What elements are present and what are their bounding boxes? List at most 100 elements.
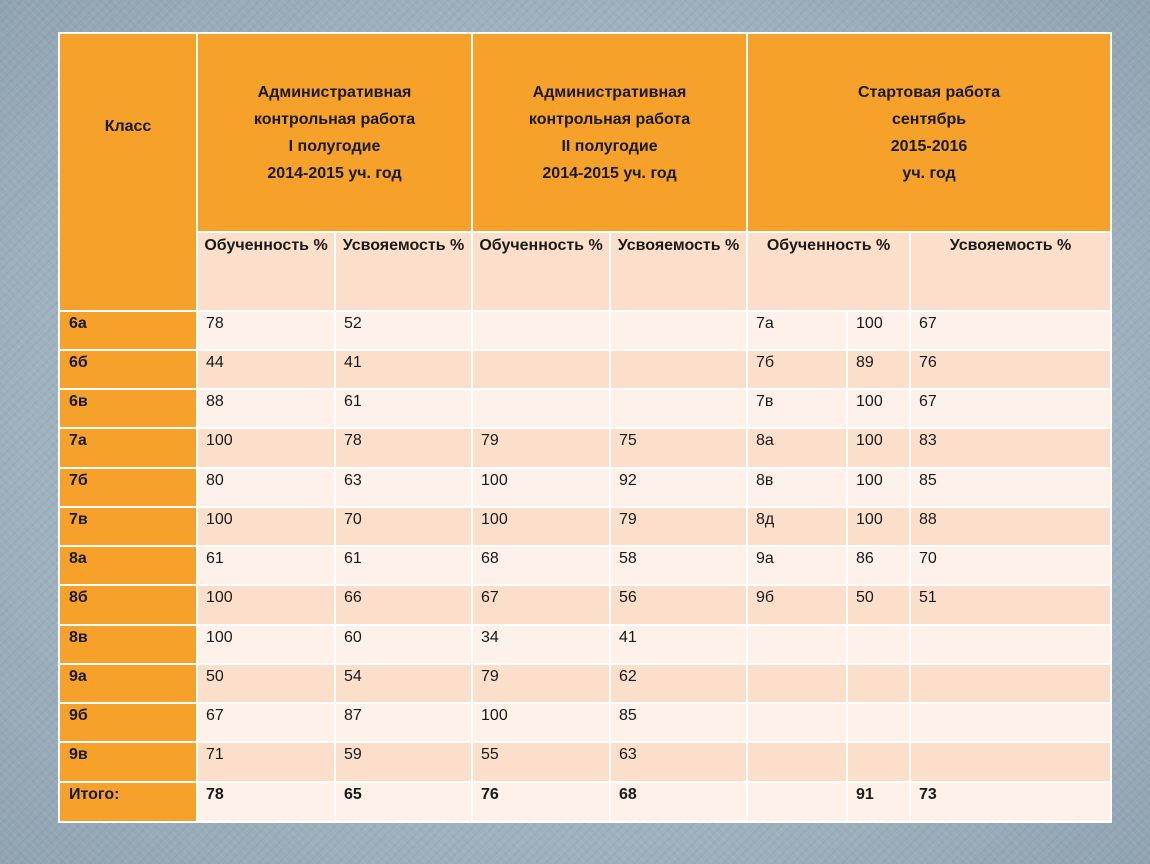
start-usvoyaemost-cell: 51: [909, 584, 1113, 626]
total-g1-obuchennost: 78: [196, 780, 336, 824]
start-obuchennost-cell: 89: [846, 348, 912, 391]
start-usvoyaemost-cell: 70: [909, 545, 1113, 587]
class-cell: 7а: [58, 427, 198, 469]
g1-usvoyaemost-cell: 87: [333, 702, 474, 744]
g1-usvoyaemost-cell: 63: [333, 466, 474, 508]
g1-usvoyaemost-cell: 59: [333, 741, 474, 783]
start-obuchennost-cell: 86: [846, 545, 912, 587]
table-row: 6б 44 41 7б 89 76: [58, 348, 1113, 391]
start-obuchennost-cell: 100: [846, 309, 912, 351]
start-obuchennost-cell: 100: [846, 388, 912, 430]
g1-obuchennost-cell: 88: [196, 388, 336, 430]
g1-usvoyaemost-cell: 41: [333, 348, 474, 391]
total-g2-usvoyaemost: 68: [609, 780, 749, 824]
table-row: 7а 100 78 79 75 8а 100 83: [58, 427, 1113, 469]
g1-usvoyaemost-cell: 70: [333, 505, 474, 548]
g1-obuchennost-cell: 67: [196, 702, 336, 744]
g1-obuchennost-cell: 61: [196, 545, 336, 587]
class-cell: 9б: [58, 702, 198, 744]
total-start-usvoyaemost: 73: [909, 780, 1113, 824]
class-cell: 6а: [58, 309, 198, 351]
g2-usvoyaemost-cell: 75: [609, 427, 749, 469]
class-cell: 8в: [58, 623, 198, 665]
g1-obuchennost-header: Обученность %: [196, 231, 336, 312]
group2-header: Административная контрольная работа II п…: [471, 31, 749, 234]
table-row: 8в 100 60 34 41: [58, 623, 1113, 665]
g1-obuchennost-cell: 100: [196, 505, 336, 548]
start-class-cell: 9а: [746, 545, 849, 587]
start-class-cell: [746, 702, 849, 744]
start-obuchennost-cell: 100: [846, 466, 912, 508]
g2-obuchennost-cell: 79: [471, 662, 612, 705]
start-usvoyaemost-cell: [909, 702, 1113, 744]
g1-usvoyaemost-cell: 54: [333, 662, 474, 705]
g2-obuchennost-cell: 100: [471, 466, 612, 508]
table-row: 9а 50 54 79 62: [58, 662, 1113, 705]
start-obuchennost-cell: 50: [846, 584, 912, 626]
class-cell: 8б: [58, 584, 198, 626]
g1-obuchennost-cell: 100: [196, 427, 336, 469]
start-usvoyaemost-cell: 88: [909, 505, 1113, 548]
table-row: 7в 100 70 100 79 8д 100 88: [58, 505, 1113, 548]
total-label: Итого:: [58, 780, 198, 824]
start-usvoyaemost-cell: [909, 623, 1113, 665]
total-start-obuchennost: 91: [846, 780, 912, 824]
class-header: Класс: [58, 32, 198, 312]
g2-obuchennost-cell: [471, 309, 612, 351]
class-cell: 7в: [58, 505, 198, 548]
start-usvoyaemost-cell: 76: [909, 348, 1113, 391]
g2-usvoyaemost-cell: 92: [609, 466, 749, 508]
class-cell: 6б: [58, 348, 198, 391]
g2-obuchennost-cell: 79: [471, 427, 612, 469]
g2-obuchennost-cell: [471, 388, 612, 430]
start-obuchennost-cell: [846, 702, 912, 744]
g2-usvoyaemost-cell: [609, 348, 749, 391]
g2-obuchennost-header: Обученность %: [471, 231, 612, 312]
g2-obuchennost-cell: [471, 348, 612, 391]
start-obuchennost-cell: [846, 623, 912, 665]
g1-obuchennost-cell: 50: [196, 662, 336, 705]
g1-obuchennost-cell: 44: [196, 348, 336, 391]
start-usvoyaemost-cell: 83: [909, 427, 1113, 469]
header-row: Класс Административная контрольная работ…: [58, 31, 1113, 312]
g1-obuchennost-cell: 80: [196, 466, 336, 508]
g2-obuchennost-cell: 55: [471, 741, 612, 783]
start-class-cell: 8д: [746, 505, 849, 548]
g2-usvoyaemost-cell: [609, 388, 749, 430]
group1-header: Административная контрольная работа I по…: [195, 31, 474, 234]
g1-usvoyaemost-cell: 78: [333, 427, 474, 469]
start-usvoyaemost-cell: 67: [909, 388, 1113, 430]
g1-obuchennost-cell: 100: [196, 623, 336, 665]
g2-usvoyaemost-cell: 56: [609, 584, 749, 626]
g1-usvoyaemost-cell: 61: [333, 545, 474, 587]
start-class-cell: 7в: [746, 388, 849, 430]
group3-header: Стартовая работа сентябрь 2015-2016 уч. …: [746, 31, 1113, 234]
g2-usvoyaemost-cell: 63: [609, 741, 749, 783]
subheader-row: Обученность % Усвояемость % Обученность …: [59, 231, 1113, 312]
g1-usvoyaemost-header: Усвояемость %: [333, 231, 474, 312]
g1-usvoyaemost-cell: 66: [333, 584, 474, 626]
start-class-cell: 8а: [746, 427, 849, 469]
start-class-cell: 8в: [746, 466, 849, 508]
start-class-cell: [746, 662, 849, 705]
g1-obuchennost-cell: 78: [196, 309, 336, 351]
start-usvoyaemost-cell: [909, 662, 1113, 705]
class-cell: 9в: [58, 741, 198, 783]
table-row: 9в 71 59 55 63: [58, 741, 1113, 783]
g2-obuchennost-cell: 100: [471, 505, 612, 548]
start-obuchennost-cell: [846, 662, 912, 705]
total-g1-usvoyaemost: 65: [333, 780, 474, 824]
table-row: 7б 80 63 100 92 8в 100 85: [58, 466, 1113, 508]
g2-usvoyaemost-header: Усвояемость %: [609, 231, 749, 312]
g2-usvoyaemost-cell: 41: [609, 623, 749, 665]
start-class-cell: [746, 741, 849, 783]
start-class-cell: 7а: [746, 309, 849, 351]
g1-usvoyaemost-cell: 61: [333, 388, 474, 430]
start-class-cell: 9б: [746, 584, 849, 626]
start-class-cell: [746, 623, 849, 665]
g2-obuchennost-cell: 68: [471, 545, 612, 587]
table-row: 8а 61 61 68 58 9а 86 70: [58, 545, 1113, 587]
g3-usvoyaemost-header: Усвояемость %: [909, 231, 1113, 312]
table-row: 6а 78 52 7а 100 67: [58, 309, 1113, 351]
g2-usvoyaemost-cell: 79: [609, 505, 749, 548]
